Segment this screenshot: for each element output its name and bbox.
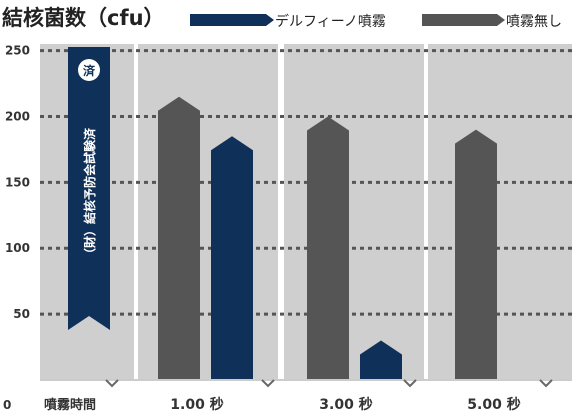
bar-none-2 <box>455 129 497 380</box>
x-notch-2 <box>403 379 417 388</box>
chart-title: 結核菌数（cfu） <box>2 6 165 30</box>
plot-panel-3 <box>428 44 572 380</box>
y-tick-150: 150 <box>5 175 30 189</box>
x-tick-0: 1.00 秒 <box>170 396 223 413</box>
y-tick-250: 250 <box>5 44 30 58</box>
bar-spray-1 <box>360 340 402 380</box>
bars <box>158 96 497 381</box>
y-tick-100: 100 <box>5 241 30 255</box>
x-tick-1: 3.00 秒 <box>319 396 372 413</box>
x-notch-1 <box>261 379 275 388</box>
legend-swatch-spray <box>190 14 274 26</box>
seal-circle <box>78 59 100 81</box>
x-notch-0 <box>105 379 119 388</box>
y-tick-200: 200 <box>5 109 30 123</box>
y-tick-0: 0 <box>3 398 11 412</box>
legend-item-none: 噴霧無し <box>422 14 562 30</box>
legend: デルフィーノ噴霧 噴霧無し <box>190 13 562 30</box>
plot-panel-2 <box>284 44 424 380</box>
seal-text: 済 <box>83 63 96 78</box>
x-tick-2: 5.00 秒 <box>467 396 520 413</box>
legend-swatch-none <box>422 14 505 26</box>
x-axis: 1.00 秒 3.00 秒 5.00 秒 <box>40 379 572 413</box>
legend-label-spray: デルフィーノ噴霧 <box>275 13 386 30</box>
banner: 済 （財）結核予防会試験済 <box>68 47 110 330</box>
bar-none-0 <box>158 96 200 381</box>
legend-label-none: 噴霧無し <box>506 14 562 30</box>
legend-item-spray: デルフィーノ噴霧 <box>190 13 386 30</box>
x-notch-3 <box>539 379 553 388</box>
plot-panels <box>40 44 572 380</box>
x-axis-title: 噴霧時間 <box>44 397 96 413</box>
y-tick-50: 50 <box>13 307 30 321</box>
y-axis-ticks: 250 200 150 100 50 <box>5 44 30 322</box>
banner-ribbon <box>68 47 110 330</box>
bar-spray-0 <box>211 136 253 380</box>
banner-text: （財）結核予防会試験済 <box>82 127 97 260</box>
bar-none-1 <box>307 116 349 381</box>
